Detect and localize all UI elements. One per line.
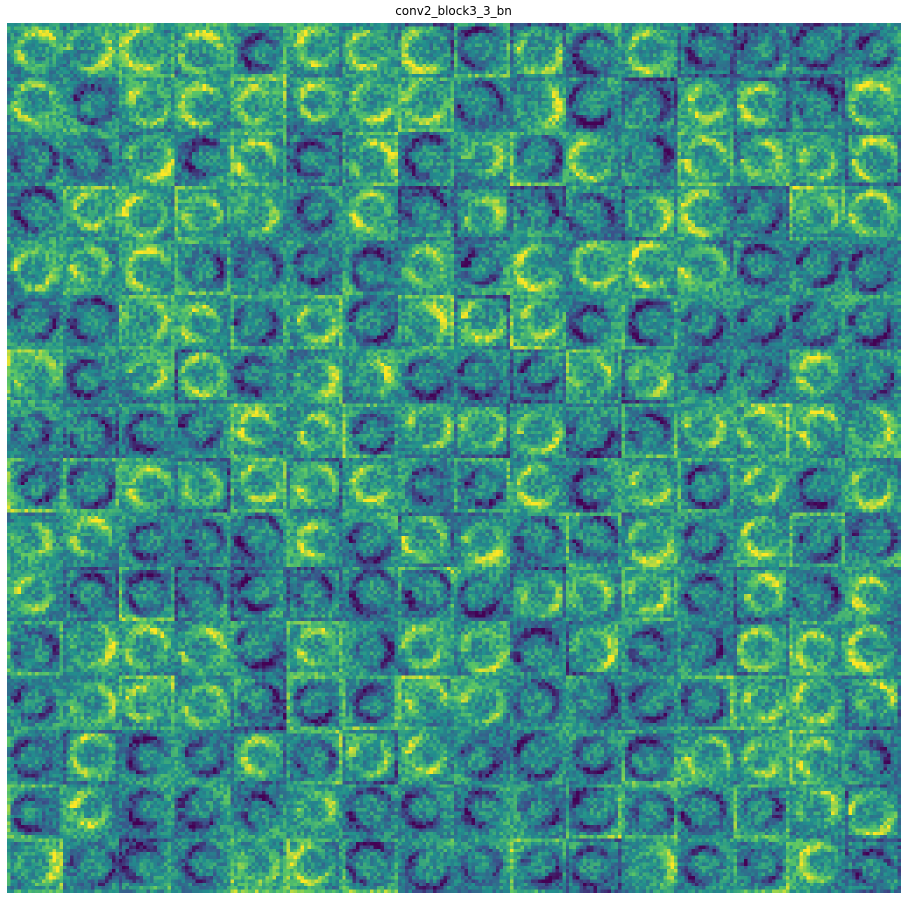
heatmap-plot-area — [7, 23, 901, 893]
feature-map-heatmap — [7, 23, 901, 893]
chart-title: conv2_block3_3_bn — [395, 4, 512, 18]
